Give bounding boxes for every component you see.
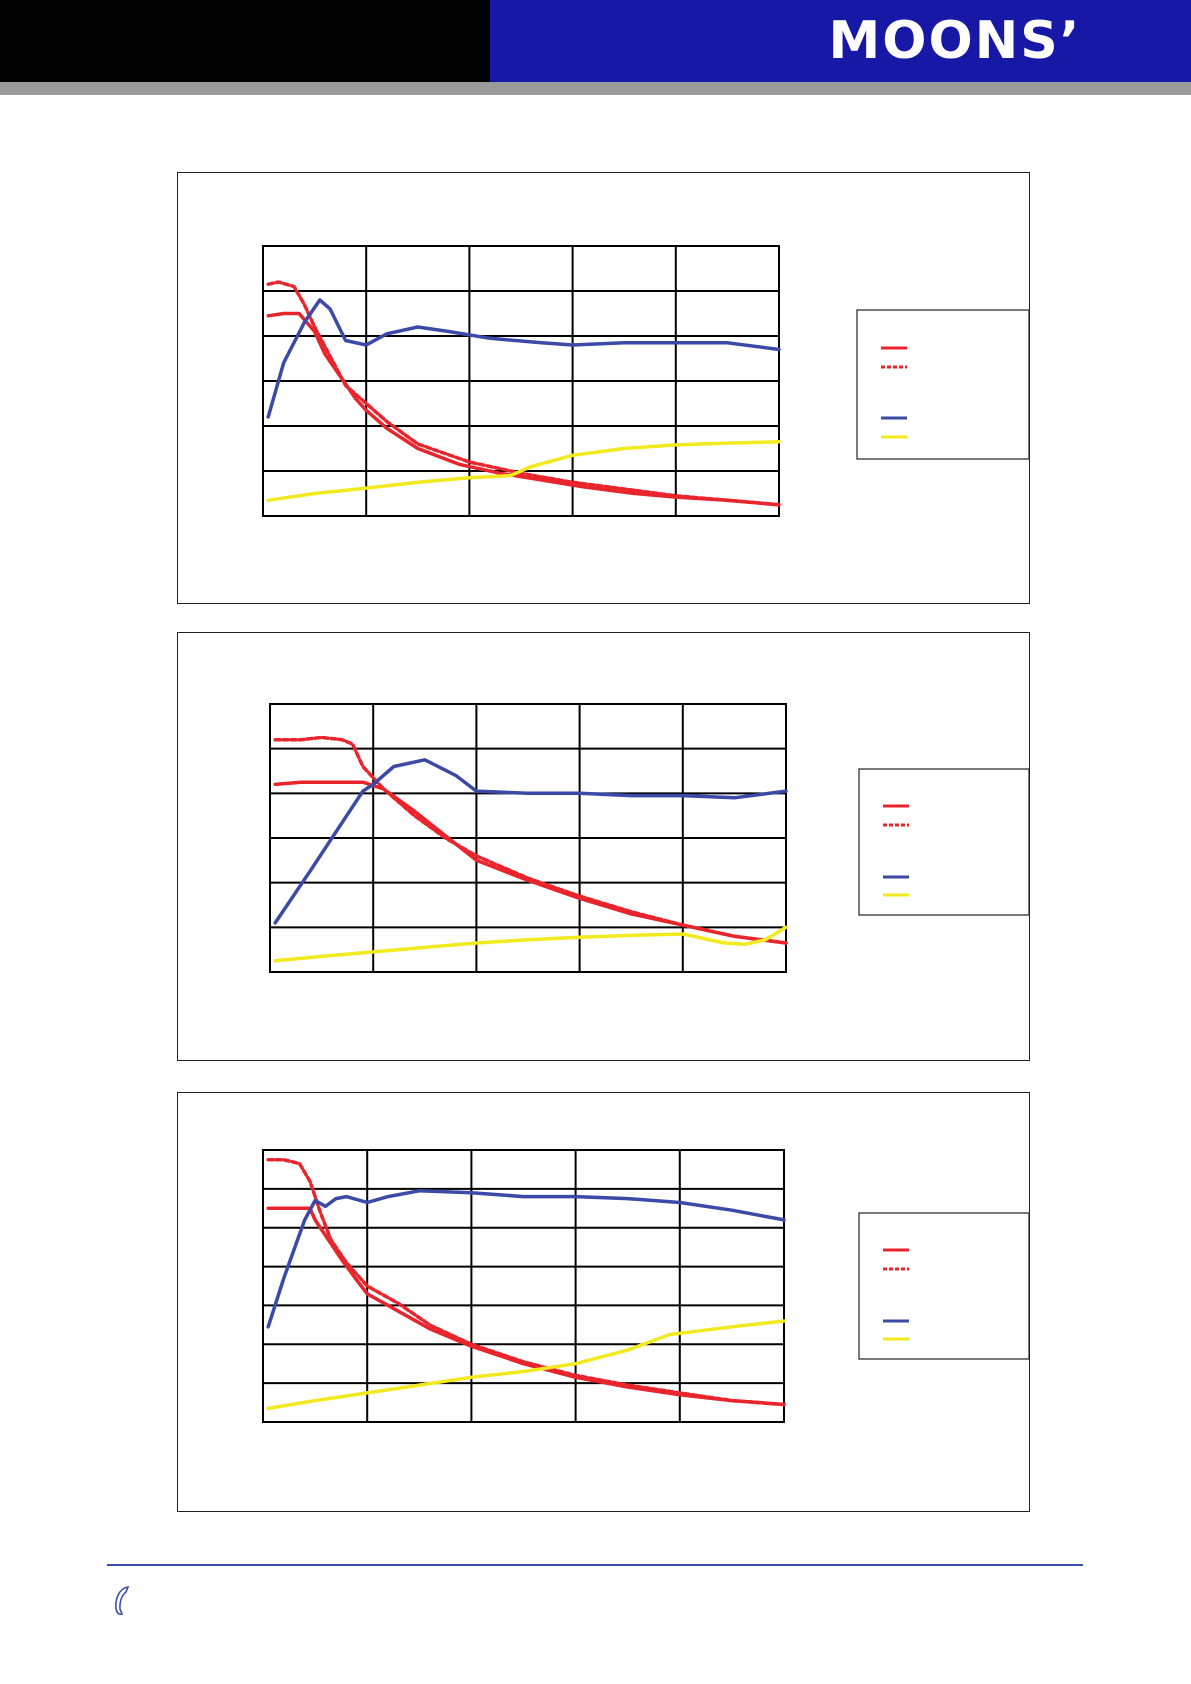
plot-frame xyxy=(262,1149,785,1423)
chart-panel-3 xyxy=(177,1092,1030,1512)
legend-box xyxy=(856,309,1029,460)
series-line-2 xyxy=(266,1157,786,1407)
series-line-4 xyxy=(266,440,781,503)
chart-3 xyxy=(262,1149,1029,1423)
header-right-band xyxy=(490,0,1191,82)
plot-frame xyxy=(269,703,787,973)
plot-grid xyxy=(262,1149,785,1423)
brand-logo: MOONS’ xyxy=(828,11,1082,71)
chart-panel-2 xyxy=(177,632,1030,1061)
legend xyxy=(858,1212,1029,1360)
legend-box xyxy=(858,768,1029,916)
legend-box xyxy=(858,1212,1029,1360)
phone-icon xyxy=(115,1586,130,1616)
plot-frame xyxy=(262,245,780,517)
legend xyxy=(858,768,1029,916)
series-line-3 xyxy=(266,298,781,419)
series-line-4 xyxy=(273,925,788,963)
header-rule xyxy=(0,82,1191,95)
series-line-1 xyxy=(266,311,781,507)
footer-rule xyxy=(107,1564,1083,1566)
chart-1 xyxy=(262,245,1029,517)
legend xyxy=(856,309,1029,460)
header-left-band xyxy=(0,0,490,82)
plot-grid xyxy=(262,245,780,517)
chart-2 xyxy=(269,703,1029,973)
series-line-1 xyxy=(266,1206,786,1407)
chart-panel-1 xyxy=(177,172,1030,604)
series-line-3 xyxy=(266,1189,786,1329)
series-line-2 xyxy=(273,735,788,945)
series-line-2 xyxy=(266,280,781,507)
series-line-3 xyxy=(273,758,788,925)
series-line-4 xyxy=(266,1319,786,1411)
